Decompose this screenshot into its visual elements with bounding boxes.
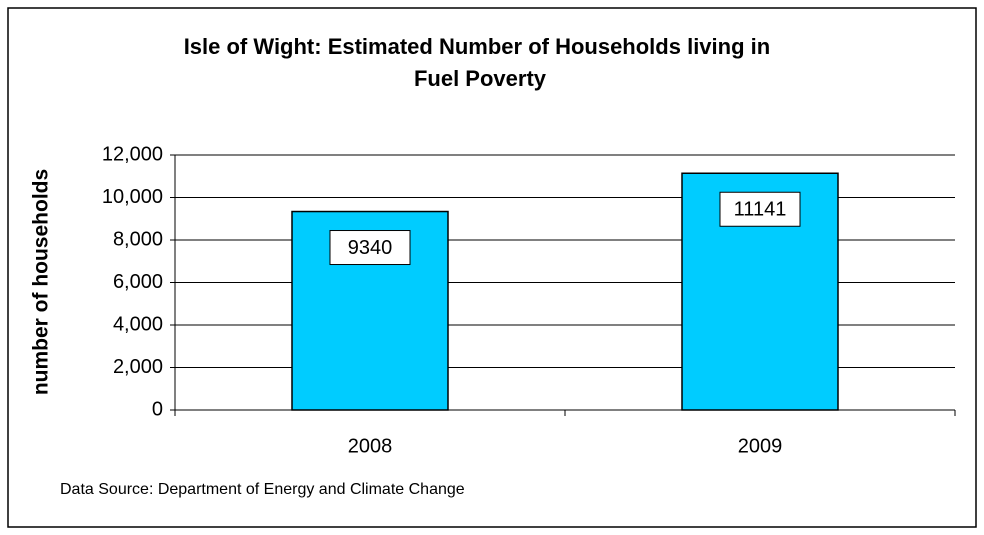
source-note: Data Source: Department of Energy and Cl…	[60, 481, 465, 498]
x-tick-label: 2009	[738, 435, 783, 457]
data-label: 9340	[348, 237, 393, 259]
y-tick-label: 4,000	[113, 313, 163, 335]
y-tick-label: 2,000	[113, 356, 163, 378]
y-tick-label: 0	[152, 398, 163, 420]
y-axis-label: number of households	[30, 169, 53, 395]
x-tick-label: 2008	[348, 435, 393, 457]
data-label: 11141	[734, 199, 787, 221]
chart-title: Isle of Wight: Estimated Number of House…	[184, 34, 777, 91]
data-label-box	[329, 230, 411, 266]
data-label-box	[719, 191, 801, 227]
y-tick-label: 8,000	[113, 228, 163, 250]
y-tick-label: 6,000	[113, 271, 163, 293]
y-tick-label: 10,000	[102, 186, 163, 208]
y-tick-label: 12,000	[102, 143, 163, 165]
